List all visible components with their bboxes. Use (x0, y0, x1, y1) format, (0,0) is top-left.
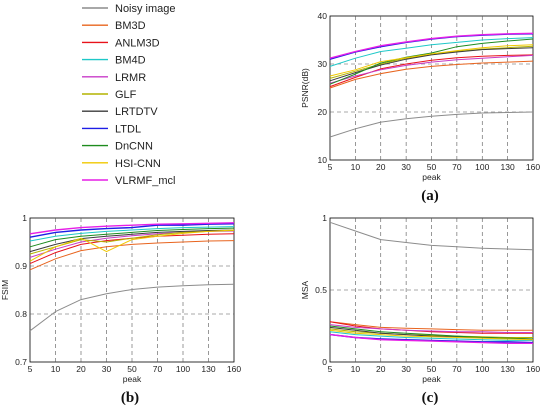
x-tick-label: 70 (153, 364, 163, 374)
x-tick-label: 30 (401, 364, 411, 374)
x-tick-label: 20 (76, 364, 86, 374)
x-tick-label: 10 (351, 162, 361, 172)
x-tick-label: 30 (102, 364, 112, 374)
series-line-bm3d (329, 321, 533, 331)
y-tick-label: 1 (322, 213, 327, 223)
x-axis-label: peak (422, 172, 441, 182)
series-line-dncnn (29, 227, 235, 248)
x-tick-label: 70 (452, 364, 462, 374)
series-line-bm4d (329, 37, 534, 67)
series-line-hsi-cnn (329, 44, 534, 77)
series-line-vlrmf-mcl (29, 222, 235, 235)
series-line-anlm3d (329, 54, 534, 88)
y-tick-label: 0.5 (315, 285, 327, 295)
y-tick-label: 10 (318, 155, 328, 165)
legend-label-4: LRMR (115, 72, 146, 84)
x-tick-label: 20 (376, 162, 386, 172)
chart-msa: 5 10 20 30 50 70 100 130 160 0 0.5 1 peak MSA (c) (300, 213, 540, 406)
y-tick-label: 40 (318, 11, 328, 21)
panel-label: (c) (422, 390, 439, 406)
legend-label-2: ANLM3D (115, 37, 160, 49)
legend-label-0: Noisy image (115, 3, 176, 15)
y-axis-label: PSNR(dB) (300, 68, 310, 108)
x-tick-label: 5 (328, 364, 333, 374)
series-line-hsi-cnn (29, 229, 235, 262)
x-tick-label: 160 (227, 364, 241, 374)
chart-fsim: 5 10 20 30 50 70 100 130 160 0.7 0.8 0.9 1 peak FSIM (b… (0, 213, 241, 406)
series-line-bm3d (329, 60, 534, 89)
x-tick-label: 10 (51, 364, 61, 374)
x-tick-label: 30 (401, 162, 411, 172)
x-tick-label: 50 (427, 162, 437, 172)
panel-label: (b) (121, 390, 139, 406)
y-axis-label: FSIM (0, 280, 10, 300)
series-line-bm4d (29, 226, 235, 242)
series-line-lrmr (329, 324, 533, 333)
y-tick-label: 0 (322, 357, 327, 367)
legend-label-5: GLF (115, 89, 137, 101)
x-tick-label: 160 (526, 364, 540, 374)
legend-label-9: HSI-CNN (115, 158, 161, 170)
series-line-vlrmf-mcl (329, 32, 534, 59)
x-tick-label: 70 (452, 162, 462, 172)
series-line-dncnn (329, 38, 534, 85)
series-line-lrtdtv (29, 229, 235, 253)
y-tick-label: 0.9 (15, 261, 27, 271)
x-tick-label: 5 (28, 364, 33, 374)
legend-label-8: DnCNN (115, 141, 153, 153)
panel-label: (a) (421, 188, 439, 204)
x-tick-label: 50 (127, 364, 137, 374)
series-line-dncnn (329, 325, 534, 340)
y-tick-label: 1 (22, 213, 27, 223)
series-line-vlrmf-mcl (329, 333, 533, 344)
x-tick-label: 130 (201, 364, 215, 374)
x-tick-label: 5 (328, 162, 333, 172)
series-line-glf (329, 328, 533, 338)
series-line-hsi-cnn (329, 329, 534, 341)
legend-label-1: BM3D (115, 20, 146, 32)
legend-label-7: LTDL (115, 123, 141, 135)
y-tick-label: 0.7 (15, 357, 27, 367)
x-axis-label: peak (422, 374, 441, 384)
chart-psnr: 5 10 20 30 50 70 100 130 16010203040peakPSNR(dB)… (300, 11, 540, 204)
series-line-anlm3d (329, 321, 533, 334)
x-tick-label: 100 (176, 364, 190, 374)
legend-label-10: VLRMF_mcl (115, 175, 176, 187)
series-line-noisy-image (329, 221, 534, 251)
x-tick-label: 20 (376, 364, 386, 374)
series-line-noisy-image (329, 111, 534, 138)
x-tick-label: 130 (501, 162, 515, 172)
series-line-bm4d (329, 331, 533, 341)
y-tick-label: 20 (318, 107, 328, 117)
series-line-noisy-image (29, 283, 235, 332)
y-tick-label: 0.8 (15, 309, 27, 319)
y-axis-label: MSA (300, 280, 310, 299)
x-tick-label: 100 (475, 364, 489, 374)
x-tick-label: 100 (475, 162, 489, 172)
x-tick-label: 50 (427, 364, 437, 374)
series-line-ltdl (29, 223, 235, 238)
series-line-lrmr (329, 54, 534, 84)
x-tick-label: 160 (526, 162, 540, 172)
series-line-bm3d (29, 240, 235, 271)
legend-label-6: LRTDTV (115, 106, 158, 118)
legend: Noisy image BM3D ANLM3D BM4D LRMR GLF LRTDTV LT… (82, 3, 176, 187)
x-axis-label: peak (123, 374, 142, 384)
x-tick-label: 10 (351, 364, 361, 374)
y-tick-label: 30 (318, 59, 328, 69)
x-tick-label: 130 (501, 364, 515, 374)
legend-label-3: BM4D (115, 55, 146, 67)
